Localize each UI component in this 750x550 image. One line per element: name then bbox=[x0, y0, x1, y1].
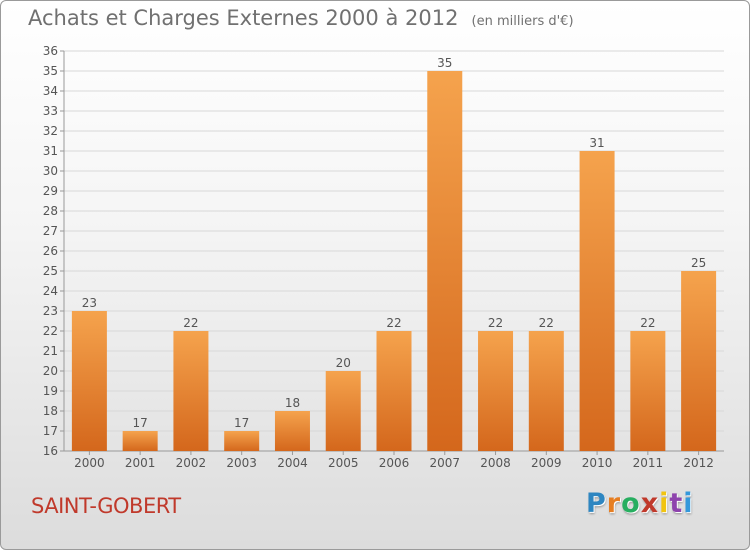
y-tick-label: 18 bbox=[43, 404, 58, 418]
y-tick-label: 23 bbox=[43, 304, 58, 318]
y-tick-label: 32 bbox=[43, 124, 58, 138]
y-tick-label: 28 bbox=[43, 204, 58, 218]
logo-letter: i bbox=[683, 488, 694, 519]
y-tick-label: 26 bbox=[43, 244, 58, 258]
logo-letter: i bbox=[659, 488, 670, 519]
bar-value-label: 22 bbox=[640, 316, 655, 330]
y-tick-label: 16 bbox=[43, 444, 58, 458]
bar-2007 bbox=[427, 71, 463, 451]
y-tick-label: 27 bbox=[43, 224, 58, 238]
y-tick-label: 25 bbox=[43, 264, 58, 278]
bar-2008 bbox=[478, 331, 514, 451]
bar-value-label: 22 bbox=[539, 316, 554, 330]
bar-value-label: 31 bbox=[589, 136, 604, 150]
y-tick-label: 30 bbox=[43, 164, 58, 178]
y-tick-label: 17 bbox=[43, 424, 58, 438]
bar-value-label: 35 bbox=[437, 56, 452, 70]
x-tick-label: 2000 bbox=[74, 456, 105, 470]
logo-letter: x bbox=[640, 488, 660, 519]
bar-value-label: 23 bbox=[82, 296, 97, 310]
bar-2001 bbox=[122, 431, 158, 451]
bar-2012 bbox=[681, 271, 717, 451]
bar-2011 bbox=[630, 331, 666, 451]
logo-letter: r bbox=[606, 488, 622, 519]
bar-2009 bbox=[528, 331, 564, 451]
x-tick-label: 2011 bbox=[633, 456, 664, 470]
y-tick-label: 21 bbox=[43, 344, 58, 358]
y-tick-label: 19 bbox=[43, 384, 58, 398]
bar-value-label: 22 bbox=[183, 316, 198, 330]
x-tick-label: 2009 bbox=[531, 456, 562, 470]
x-tick-label: 2005 bbox=[328, 456, 359, 470]
bar-2003 bbox=[224, 431, 260, 451]
y-tick-label: 35 bbox=[43, 64, 58, 78]
bar-2010 bbox=[579, 151, 615, 451]
bar-value-label: 17 bbox=[133, 416, 148, 430]
x-tick-label: 2012 bbox=[683, 456, 714, 470]
x-tick-label: 2008 bbox=[480, 456, 511, 470]
x-tick-label: 2006 bbox=[379, 456, 410, 470]
bar-value-label: 17 bbox=[234, 416, 249, 430]
title-row: Achats et Charges Externes 2000 à 2012 (… bbox=[28, 6, 574, 30]
logo-letter: P bbox=[586, 488, 607, 519]
x-tick-label: 2002 bbox=[176, 456, 207, 470]
bar-value-label: 25 bbox=[691, 256, 706, 270]
bar-value-label: 22 bbox=[386, 316, 401, 330]
bar-2004 bbox=[274, 411, 310, 451]
bar-2000 bbox=[71, 311, 107, 451]
x-tick-label: 2003 bbox=[226, 456, 257, 470]
commune-name: SAINT-GOBERT bbox=[31, 494, 181, 518]
bar-value-label: 22 bbox=[488, 316, 503, 330]
y-tick-label: 20 bbox=[43, 364, 58, 378]
bar-2006 bbox=[376, 331, 412, 451]
x-tick-label: 2007 bbox=[429, 456, 460, 470]
y-tick-label: 33 bbox=[43, 104, 58, 118]
chart-unit: (en milliers d'€) bbox=[471, 14, 574, 29]
proxiti-logo[interactable]: Proxiti bbox=[586, 488, 694, 519]
y-tick-label: 24 bbox=[43, 284, 58, 298]
y-tick-label: 34 bbox=[43, 84, 58, 98]
bar-layer bbox=[71, 71, 717, 451]
logo-letter: o bbox=[621, 488, 641, 519]
bar-2002 bbox=[173, 331, 209, 451]
logo-letter: t bbox=[669, 488, 684, 519]
x-tick-label: 2010 bbox=[582, 456, 613, 470]
bar-2005 bbox=[325, 371, 361, 451]
x-tick-label: 2004 bbox=[277, 456, 308, 470]
bar-value-label: 20 bbox=[336, 356, 351, 370]
label-layer: 23 17 22 17 18 20 22 35 22 22 31 22 25 bbox=[82, 56, 707, 430]
y-tick-label: 29 bbox=[43, 184, 58, 198]
y-tick-label: 36 bbox=[43, 44, 58, 58]
chart-title: Achats et Charges Externes 2000 à 2012 bbox=[28, 6, 459, 30]
y-tick-label: 22 bbox=[43, 324, 58, 338]
x-tick-label: 2001 bbox=[125, 456, 156, 470]
bar-value-label: 18 bbox=[285, 396, 300, 410]
y-tick-label: 31 bbox=[43, 144, 58, 158]
